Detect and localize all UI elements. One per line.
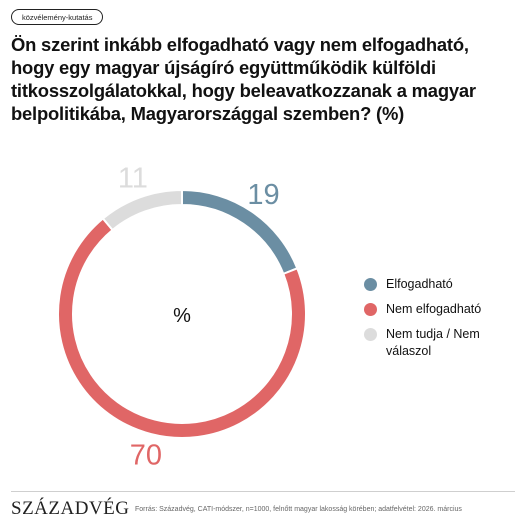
value-label-elfogadhato: 19 <box>247 179 279 211</box>
legend-item-elfogadhato: Elfogadható <box>364 276 496 293</box>
legend-label: Elfogadható <box>386 277 453 291</box>
chart-title: Ön szerint inkább elfogadható vagy nem e… <box>11 34 476 124</box>
donut-slice-nem-elfogadhato <box>57 217 307 439</box>
footer-divider <box>11 491 515 492</box>
legend-item-nem-elfogadhato: Nem elfogadható <box>364 301 496 318</box>
donut-slice-elfogadhato <box>181 188 299 276</box>
legend-swatch <box>364 303 377 316</box>
category-tag: közvélemény-kutatás <box>11 9 104 25</box>
center-label: % <box>173 305 191 327</box>
legend-swatch <box>364 278 377 291</box>
legend-swatch <box>364 328 377 341</box>
legend-label: Nem tudja / Nem válaszol <box>386 327 480 358</box>
donut-slice-nem-tudja-nem-valaszol <box>101 188 183 232</box>
chart-legend: Elfogadható Nem elfogadható Nem tudja / Ne… <box>364 276 514 368</box>
publisher-logo: SZÁZADVÉG <box>11 498 130 519</box>
source-note: Forrás: Századvég, CATI-módszer, n=1000,… <box>135 506 462 513</box>
value-label-nem-elfogadhato: 70 <box>130 439 162 471</box>
value-label-nem-tudja-nem-valaszol: 11 <box>118 163 148 195</box>
legend-item-nem-tudja-nem-valaszol: Nem tudja / Nem válaszol <box>364 326 496 360</box>
legend-label: Nem elfogadható <box>386 302 482 316</box>
